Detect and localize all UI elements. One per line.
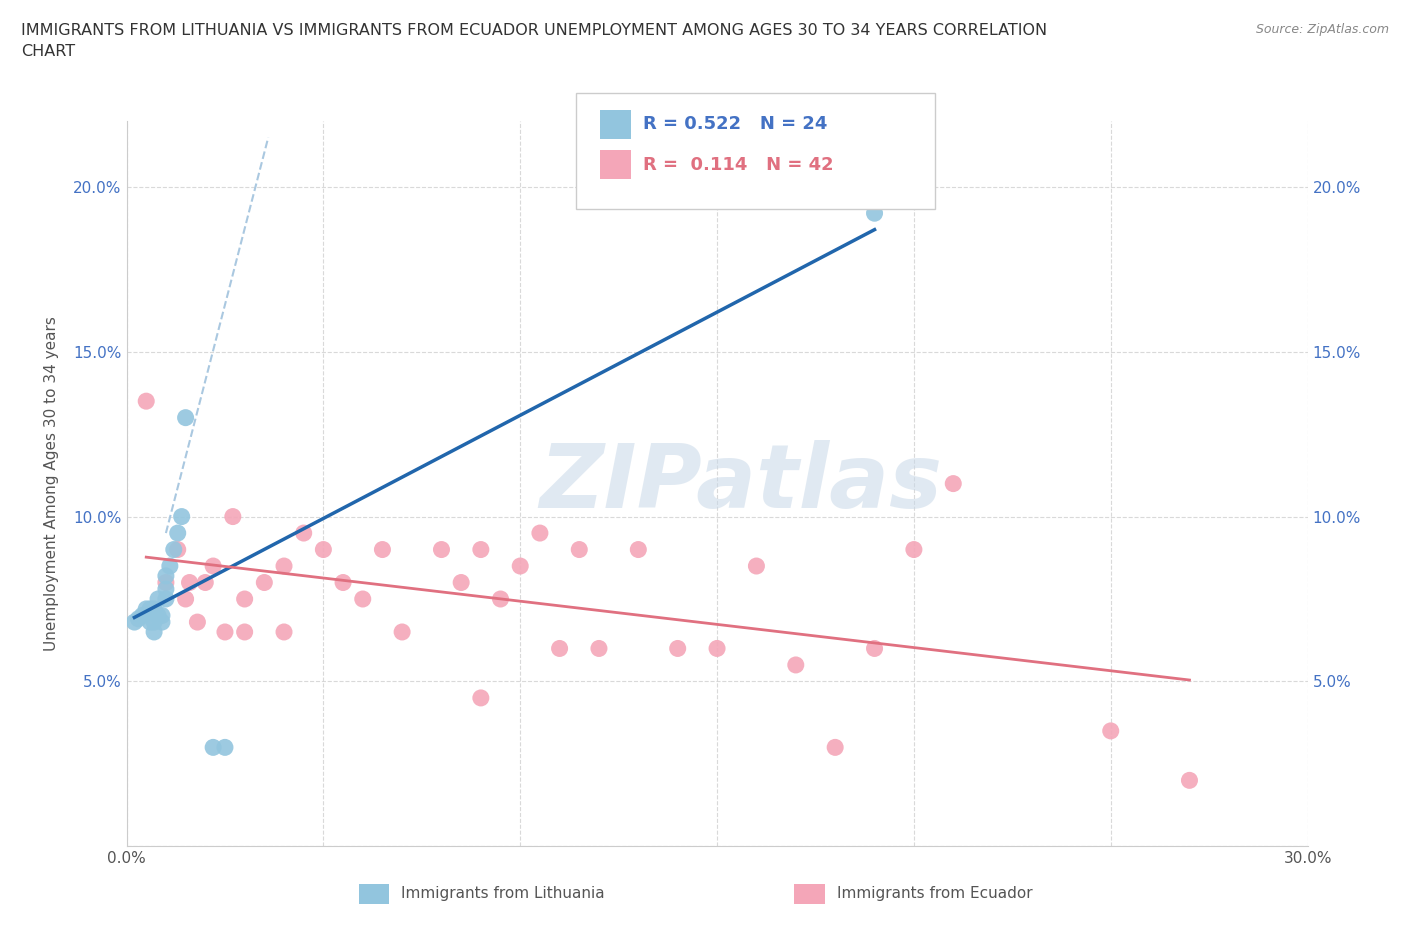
- Point: [568, 542, 591, 557]
- Point: [214, 625, 236, 640]
- Point: [824, 740, 846, 755]
- Point: [1178, 773, 1201, 788]
- Point: [202, 740, 225, 755]
- Point: [159, 559, 181, 574]
- Point: [588, 641, 610, 656]
- Point: [174, 591, 197, 606]
- Point: [863, 641, 886, 656]
- Text: R = 0.522   N = 24: R = 0.522 N = 24: [643, 114, 827, 133]
- Point: [706, 641, 728, 656]
- Point: [352, 591, 374, 606]
- Text: Immigrants from Lithuania: Immigrants from Lithuania: [401, 886, 605, 901]
- Text: Source: ZipAtlas.com: Source: ZipAtlas.com: [1256, 23, 1389, 36]
- Point: [312, 542, 335, 557]
- Y-axis label: Unemployment Among Ages 30 to 34 years: Unemployment Among Ages 30 to 34 years: [45, 316, 59, 651]
- Point: [470, 690, 492, 705]
- Point: [166, 525, 188, 540]
- Point: [745, 559, 768, 574]
- Point: [450, 575, 472, 590]
- Point: [155, 575, 177, 590]
- Point: [627, 542, 650, 557]
- Point: [666, 641, 689, 656]
- Point: [143, 625, 166, 640]
- Point: [371, 542, 394, 557]
- Point: [470, 542, 492, 557]
- Point: [903, 542, 925, 557]
- Point: [253, 575, 276, 590]
- Point: [155, 581, 177, 596]
- Point: [170, 509, 193, 524]
- Point: [124, 615, 146, 630]
- Point: [194, 575, 217, 590]
- Point: [143, 615, 166, 630]
- Point: [489, 591, 512, 606]
- Text: R =  0.114   N = 42: R = 0.114 N = 42: [643, 155, 834, 174]
- Point: [186, 615, 208, 630]
- Point: [150, 615, 173, 630]
- Point: [202, 559, 225, 574]
- Point: [146, 608, 169, 623]
- Point: [273, 625, 295, 640]
- Point: [233, 591, 256, 606]
- Point: [430, 542, 453, 557]
- Point: [863, 206, 886, 220]
- Point: [143, 602, 166, 617]
- Point: [146, 591, 169, 606]
- Point: [135, 393, 157, 408]
- Point: [163, 542, 186, 557]
- Point: [131, 608, 153, 623]
- Point: [273, 559, 295, 574]
- Text: IMMIGRANTS FROM LITHUANIA VS IMMIGRANTS FROM ECUADOR UNEMPLOYMENT AMONG AGES 30 : IMMIGRANTS FROM LITHUANIA VS IMMIGRANTS …: [21, 23, 1047, 60]
- Point: [179, 575, 201, 590]
- Point: [214, 740, 236, 755]
- Point: [785, 658, 807, 672]
- Point: [139, 602, 162, 617]
- Point: [942, 476, 965, 491]
- Point: [233, 625, 256, 640]
- Point: [548, 641, 571, 656]
- Point: [391, 625, 413, 640]
- Text: Immigrants from Ecuador: Immigrants from Ecuador: [837, 886, 1032, 901]
- Point: [135, 602, 157, 617]
- Point: [127, 611, 149, 626]
- Point: [139, 615, 162, 630]
- Point: [155, 591, 177, 606]
- Point: [150, 608, 173, 623]
- Point: [222, 509, 245, 524]
- Point: [1099, 724, 1122, 738]
- Point: [174, 410, 197, 425]
- Point: [155, 568, 177, 583]
- Point: [529, 525, 551, 540]
- Point: [509, 559, 531, 574]
- Text: ZIPatlas: ZIPatlas: [538, 440, 942, 527]
- Point: [292, 525, 315, 540]
- Point: [166, 542, 188, 557]
- Point: [332, 575, 354, 590]
